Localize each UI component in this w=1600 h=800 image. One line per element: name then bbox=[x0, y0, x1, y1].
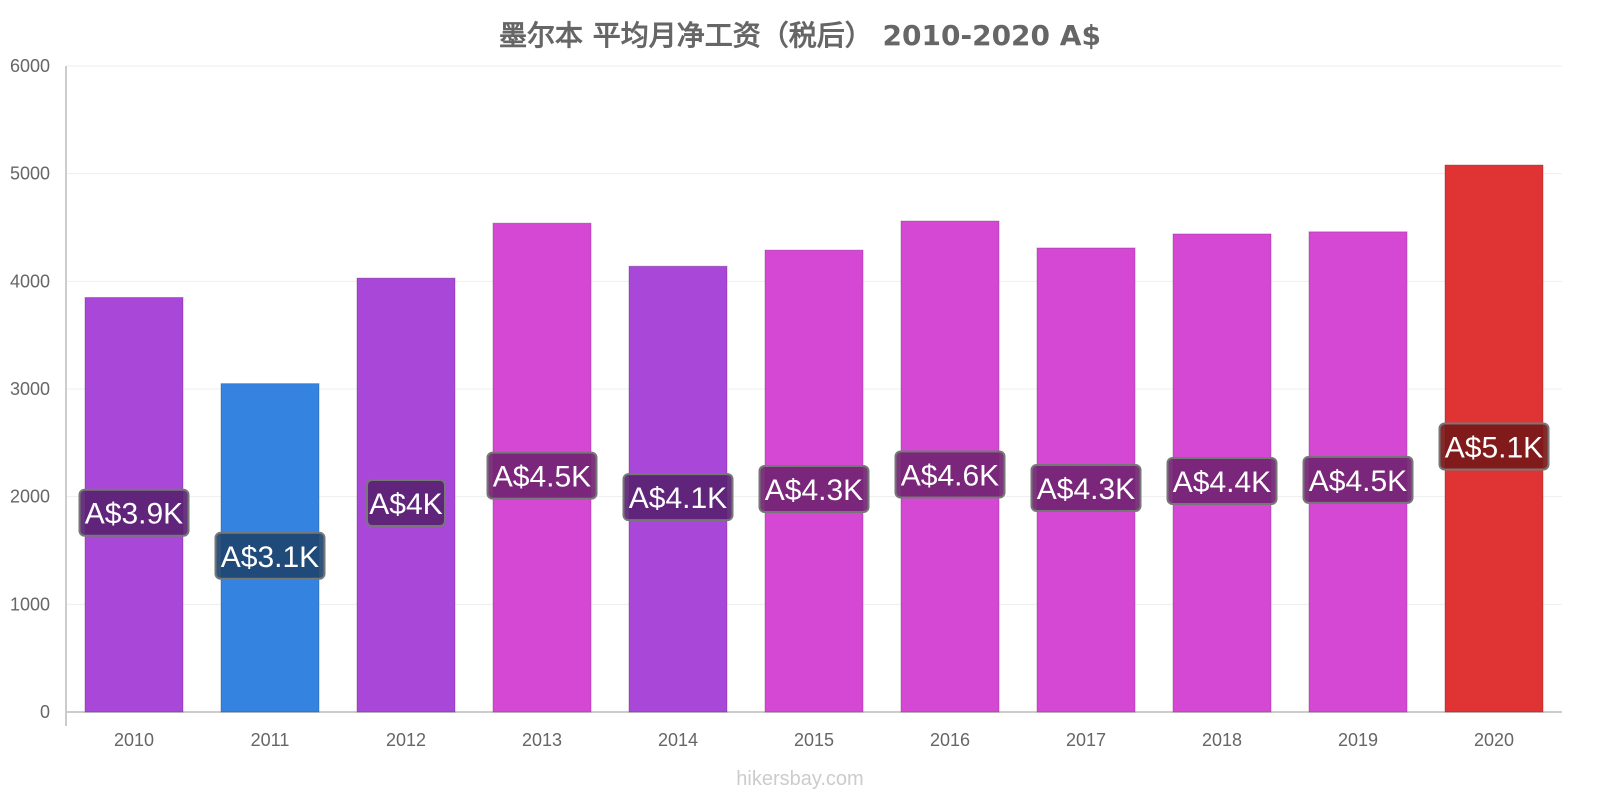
data-label-box bbox=[622, 473, 734, 522]
data-label-box bbox=[366, 479, 446, 528]
x-tick-label: 2019 bbox=[1338, 730, 1378, 750]
data-label-box bbox=[758, 465, 870, 514]
data-label-box bbox=[1030, 463, 1142, 512]
data-label-box bbox=[1302, 455, 1414, 504]
y-tick-label: 0 bbox=[40, 702, 50, 722]
x-tick-label: 2012 bbox=[386, 730, 426, 750]
x-tick-label: 2016 bbox=[930, 730, 970, 750]
x-tick-label: 2010 bbox=[114, 730, 154, 750]
data-label-box bbox=[486, 451, 598, 500]
x-tick-label: 2017 bbox=[1066, 730, 1106, 750]
x-tick-label: 2011 bbox=[251, 730, 290, 750]
x-tick-label: 2015 bbox=[794, 730, 834, 750]
data-label: A$3.9K bbox=[85, 498, 183, 531]
data-label-box bbox=[214, 531, 326, 580]
y-tick-label: 4000 bbox=[10, 271, 50, 291]
data-label: A$4.5K bbox=[493, 461, 591, 494]
y-tick-label: 5000 bbox=[10, 164, 50, 184]
data-label: A$3.1K bbox=[221, 541, 319, 574]
data-label-box bbox=[1166, 456, 1278, 505]
y-tick-label: 2000 bbox=[10, 487, 50, 507]
data-label: A$4.4K bbox=[1173, 466, 1271, 499]
x-tick-label: 2013 bbox=[522, 730, 562, 750]
data-label-box bbox=[894, 450, 1006, 499]
data-label: A$4.5K bbox=[1309, 465, 1407, 498]
x-tick-label: 2018 bbox=[1202, 730, 1242, 750]
data-label-box bbox=[1438, 422, 1550, 471]
y-tick-label: 3000 bbox=[10, 379, 50, 399]
y-tick-label: 6000 bbox=[10, 56, 50, 76]
x-tick-label: 2020 bbox=[1474, 730, 1514, 750]
data-label: A$4.6K bbox=[901, 460, 999, 493]
data-label: A$4.3K bbox=[1037, 473, 1135, 506]
x-tick-label: 2014 bbox=[658, 730, 698, 750]
data-label-box bbox=[78, 488, 190, 537]
data-label: A$4.3K bbox=[765, 474, 863, 507]
chart-title: 墨尔本 平均月净工资（税后） 2010-2020 A$ bbox=[499, 19, 1101, 52]
data-label: A$5.1K bbox=[1445, 432, 1543, 465]
data-label: A$4.1K bbox=[629, 482, 727, 515]
footer-watermark: hikersbay.com bbox=[736, 768, 864, 790]
data-label: A$4K bbox=[369, 488, 442, 521]
y-tick-label: 1000 bbox=[10, 594, 50, 614]
